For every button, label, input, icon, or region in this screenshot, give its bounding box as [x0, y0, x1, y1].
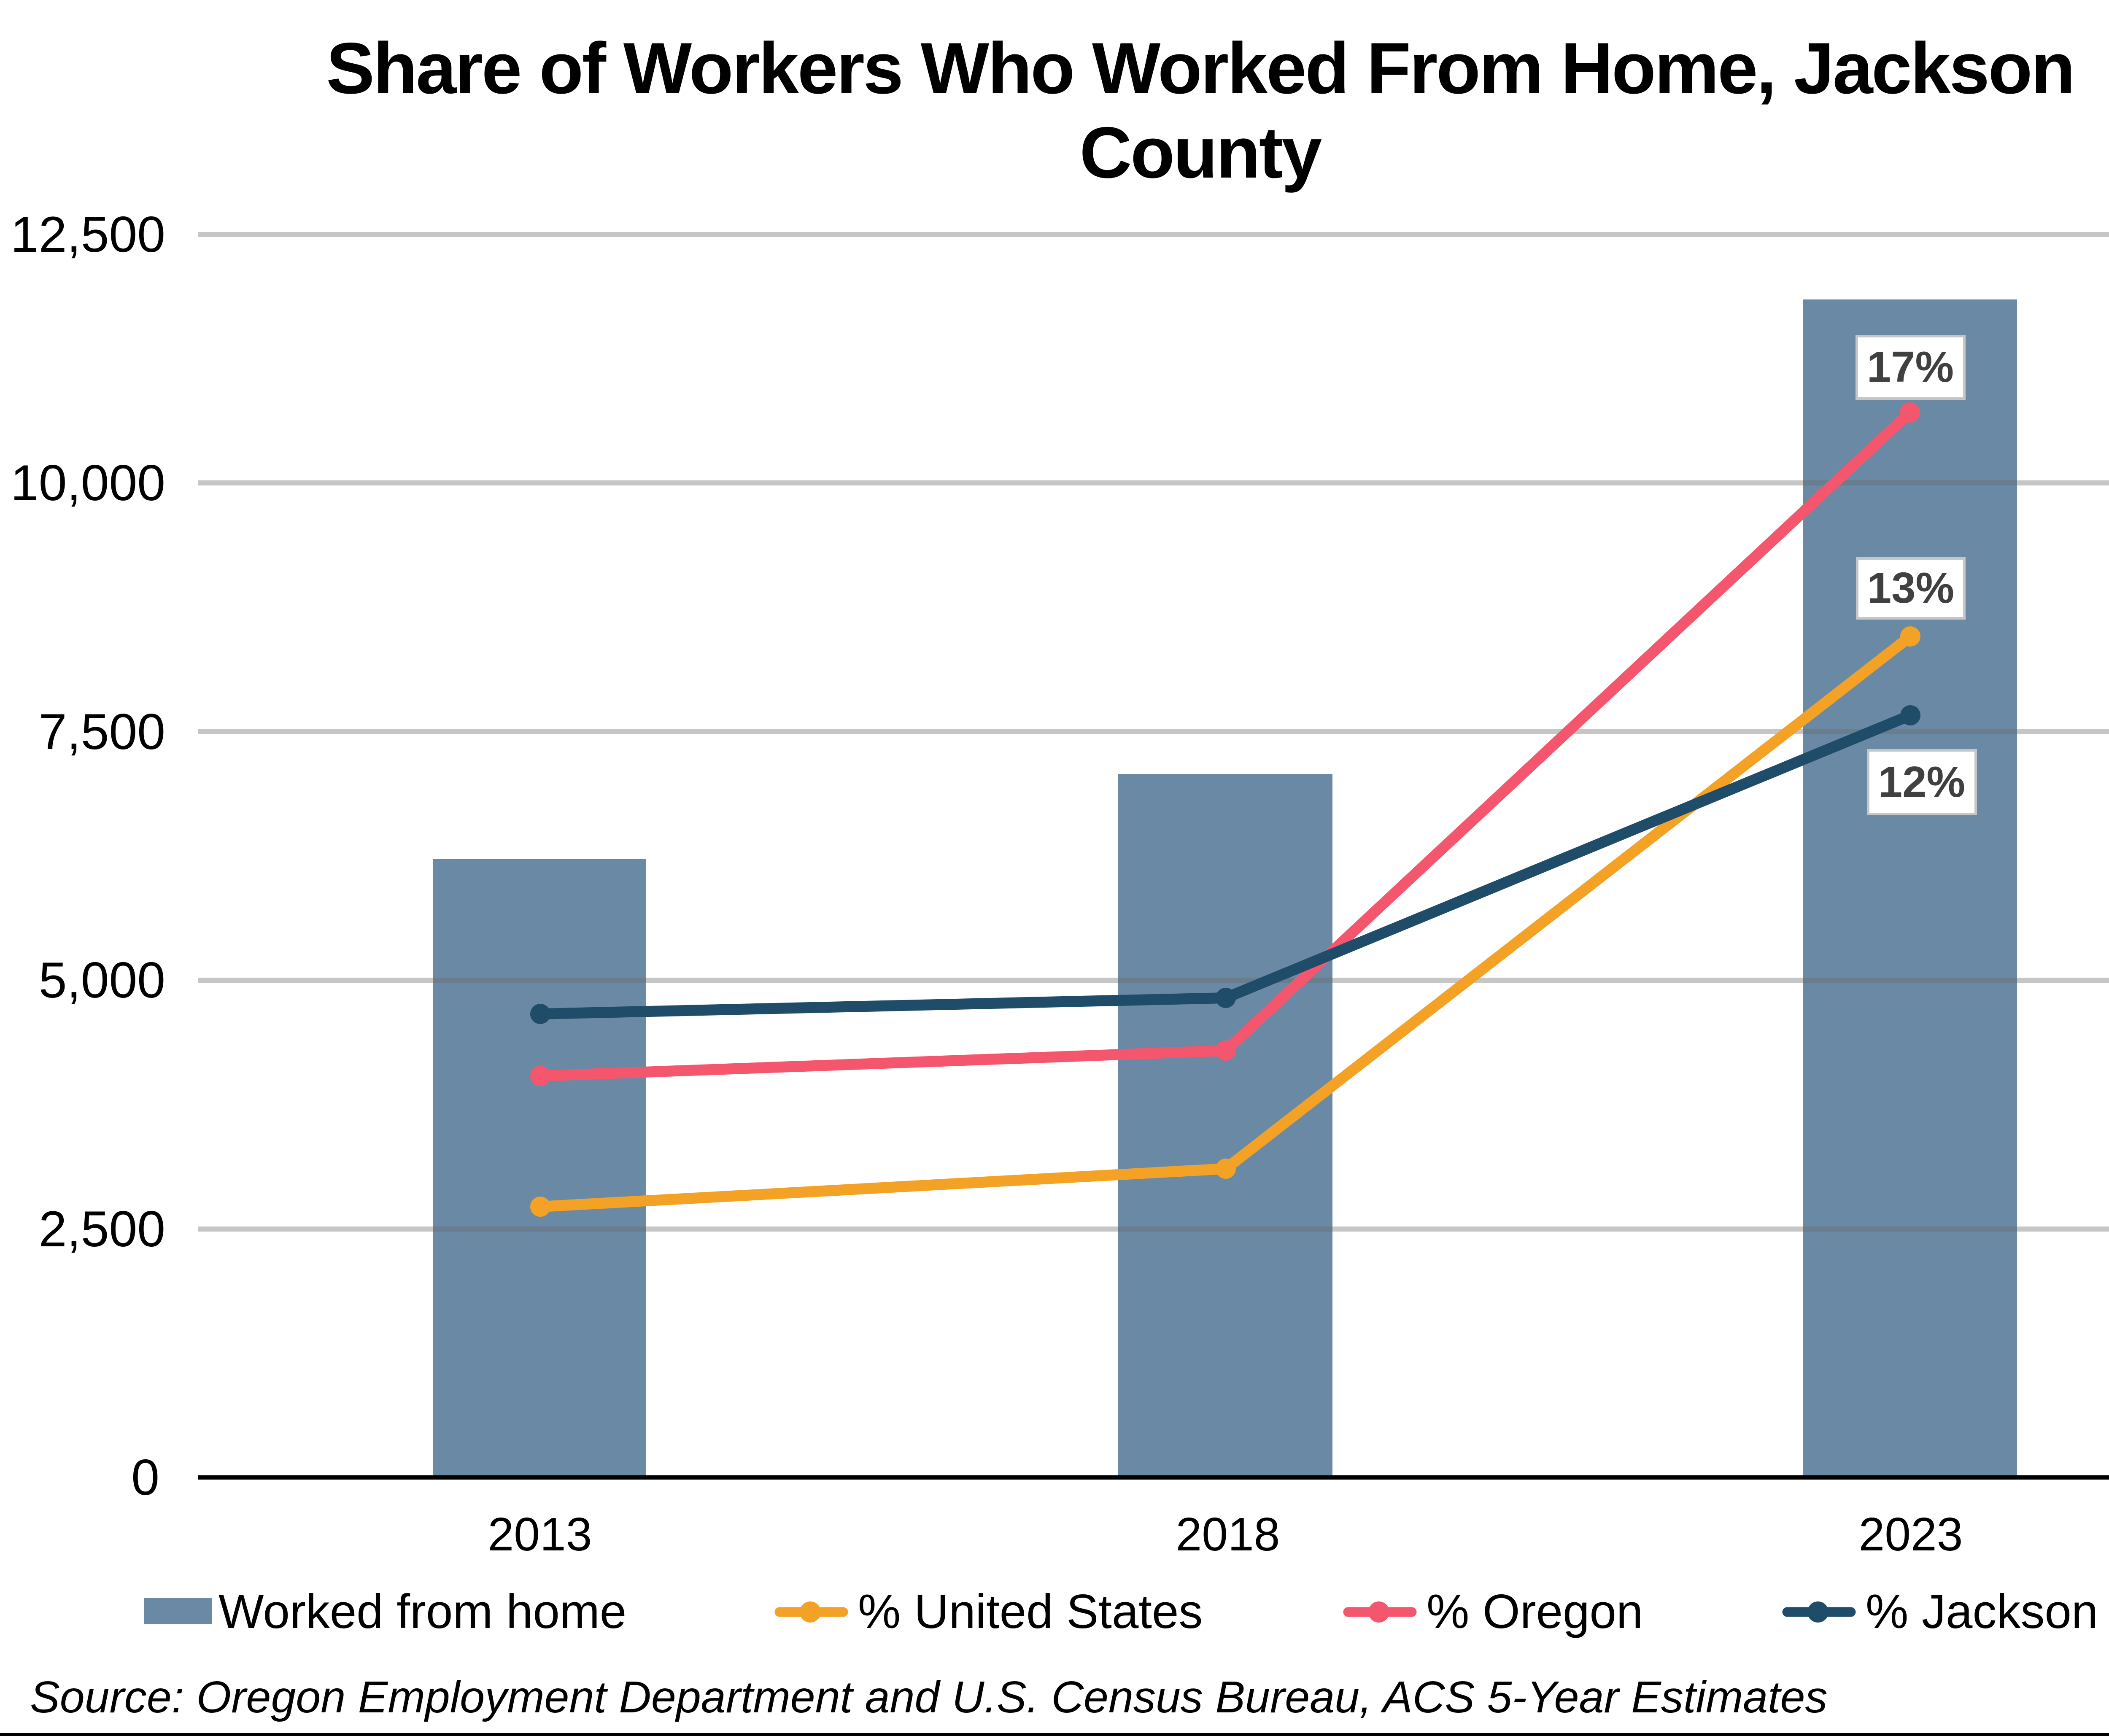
svg-text:Share of Workers Who Worked Fr: Share of Workers Who Worked From Home, J…	[326, 28, 2074, 109]
svg-text:13%: 13%	[1867, 563, 1954, 612]
svg-text:2013: 2013	[488, 1508, 592, 1561]
svg-text:County: County	[1079, 112, 1321, 193]
svg-text:Worked from home: Worked from home	[218, 1585, 626, 1639]
svg-text:2,500: 2,500	[39, 1201, 165, 1257]
svg-text:12%: 12%	[1878, 757, 1965, 806]
svg-text:7,500: 7,500	[39, 704, 165, 760]
svg-text:0: 0	[131, 1449, 159, 1506]
svg-text:2023: 2023	[1859, 1508, 1963, 1561]
svg-text:17%: 17%	[1867, 342, 1954, 391]
svg-text:Source: Oregon Employment Depa: Source: Oregon Employment Department and…	[30, 1672, 1828, 1722]
svg-text:% United States: % United States	[858, 1585, 1203, 1639]
svg-text:% Jackson County: % Jackson County	[1866, 1585, 2109, 1639]
svg-text:% Oregon: % Oregon	[1427, 1585, 1643, 1639]
svg-text:2018: 2018	[1176, 1508, 1280, 1561]
svg-text:5,000: 5,000	[39, 952, 165, 1008]
svg-text:12,500: 12,500	[11, 206, 165, 263]
svg-text:10,000: 10,000	[11, 455, 165, 511]
